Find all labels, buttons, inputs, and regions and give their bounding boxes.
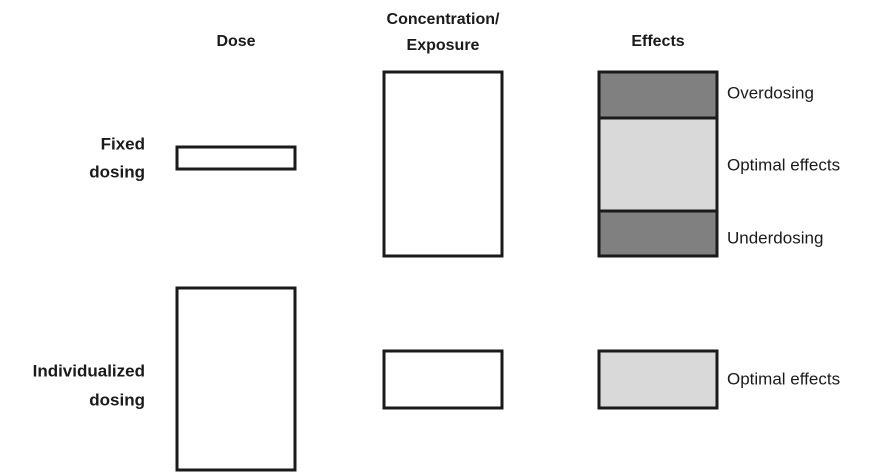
dose-box xyxy=(175,286,297,472)
concentration-box xyxy=(382,349,504,410)
column-header: Effects xyxy=(631,33,684,50)
overdosing-band xyxy=(597,70,719,120)
row-label: dosing xyxy=(89,390,145,409)
row-label: dosing xyxy=(89,162,145,181)
optimal-band xyxy=(597,116,719,213)
effect-label: Overdosing xyxy=(727,83,814,102)
optimal-band xyxy=(597,349,719,410)
concentration-box xyxy=(382,70,504,258)
row-label: Fixed xyxy=(101,134,145,153)
row-label: Individualized xyxy=(33,361,145,380)
column-header: Concentration/ xyxy=(387,11,500,28)
dose-box xyxy=(175,145,297,171)
effect-label: Optimal effects xyxy=(727,369,840,388)
underdosing-band xyxy=(597,209,719,258)
column-header: Dose xyxy=(216,33,255,50)
column-header: Exposure xyxy=(407,37,480,54)
effect-label: Optimal effects xyxy=(727,155,840,174)
effect-label: Underdosing xyxy=(727,228,823,247)
